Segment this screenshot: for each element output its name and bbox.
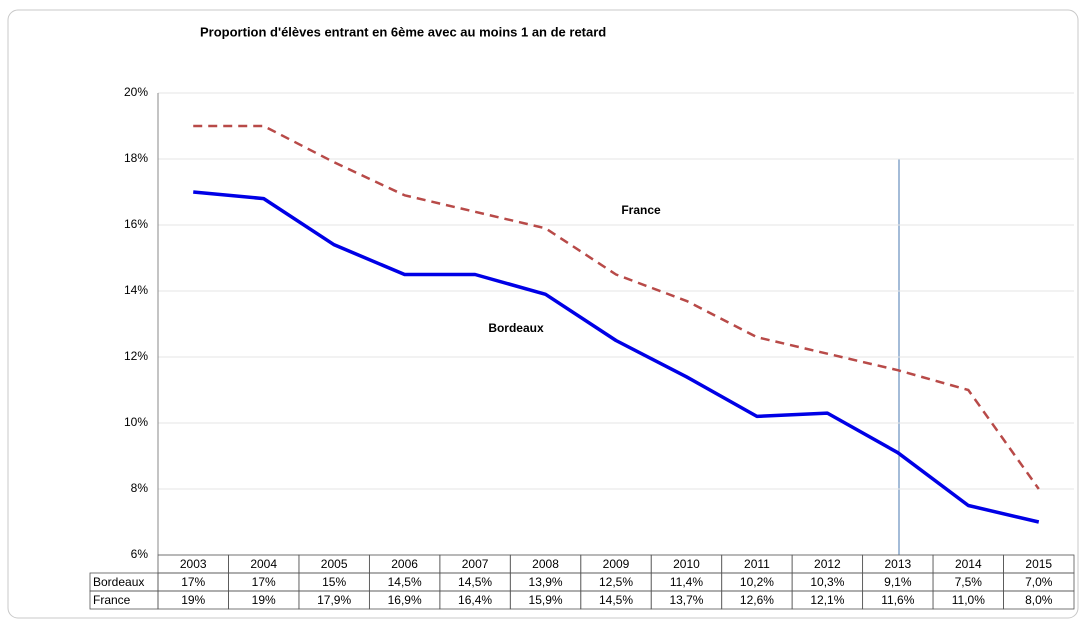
legend-label: France <box>93 593 131 607</box>
data-label: 17% <box>181 575 205 589</box>
line <box>193 124 1040 490</box>
data-label: 13,9% <box>529 575 563 589</box>
x-tick-label: 2004 <box>250 557 277 571</box>
data-label: 16,4% <box>458 593 492 607</box>
x-tick-label: 2011 <box>744 557 770 571</box>
data-label: 7,5% <box>955 575 983 589</box>
y-tick-label: 20% <box>124 85 148 99</box>
annotation: Bordeaux <box>488 321 544 335</box>
y-tick-label: 16% <box>124 217 148 231</box>
data-label: 19% <box>181 593 205 607</box>
y-tick-label: 14% <box>124 283 148 297</box>
data-label: 14,5% <box>599 593 633 607</box>
x-tick-label: 2015 <box>1025 557 1052 571</box>
data-label: 14,5% <box>458 575 492 589</box>
legend-label: Bordeaux <box>93 575 144 589</box>
y-tick-label: 12% <box>124 349 148 363</box>
data-label: 15% <box>322 575 346 589</box>
line <box>193 190 1040 524</box>
y-tick-label: 8% <box>131 481 149 495</box>
x-tick-label: 2012 <box>814 557 841 571</box>
data-label: 13,7% <box>669 593 703 607</box>
data-label: 19% <box>252 593 276 607</box>
data-label: 17,9% <box>317 593 351 607</box>
data-label: 12,1% <box>810 593 844 607</box>
data-label: 8,0% <box>1025 593 1053 607</box>
y-tick-label: 6% <box>131 547 149 561</box>
data-label: 10,2% <box>740 575 774 589</box>
data-label: 12,5% <box>599 575 633 589</box>
x-tick-label: 2014 <box>955 557 982 571</box>
data-label: 14,5% <box>388 575 422 589</box>
data-label: 9,1% <box>884 575 912 589</box>
frame <box>7 9 1079 619</box>
x-tick-label: 2005 <box>321 557 348 571</box>
chart-title: Proportion d'élèves entrant en 6ème avec… <box>200 24 606 39</box>
x-tick-label: 2007 <box>462 557 489 571</box>
annotation: France <box>621 203 661 217</box>
data-label: 7,0% <box>1025 575 1053 589</box>
x-tick-label: 2010 <box>673 557 700 571</box>
x-tick-label: 2003 <box>180 557 207 571</box>
data-label: 12,6% <box>740 593 774 607</box>
x-tick-label: 2008 <box>532 557 559 571</box>
data-label: 10,3% <box>810 575 844 589</box>
data-label: 16,9% <box>388 593 422 607</box>
data-label: 11,6% <box>881 593 914 607</box>
y-tick-label: 18% <box>124 151 148 165</box>
data-label: 15,9% <box>529 593 563 607</box>
table-cell <box>1003 590 1075 610</box>
x-tick-label: 2009 <box>603 557 630 571</box>
data-label: 17% <box>252 575 276 589</box>
data-label: 11,4% <box>670 575 703 589</box>
x-tick-label: 2006 <box>391 557 418 571</box>
data-label: 11,0% <box>952 593 985 607</box>
x-tick-label: 2013 <box>884 557 911 571</box>
y-tick-label: 10% <box>124 415 148 429</box>
